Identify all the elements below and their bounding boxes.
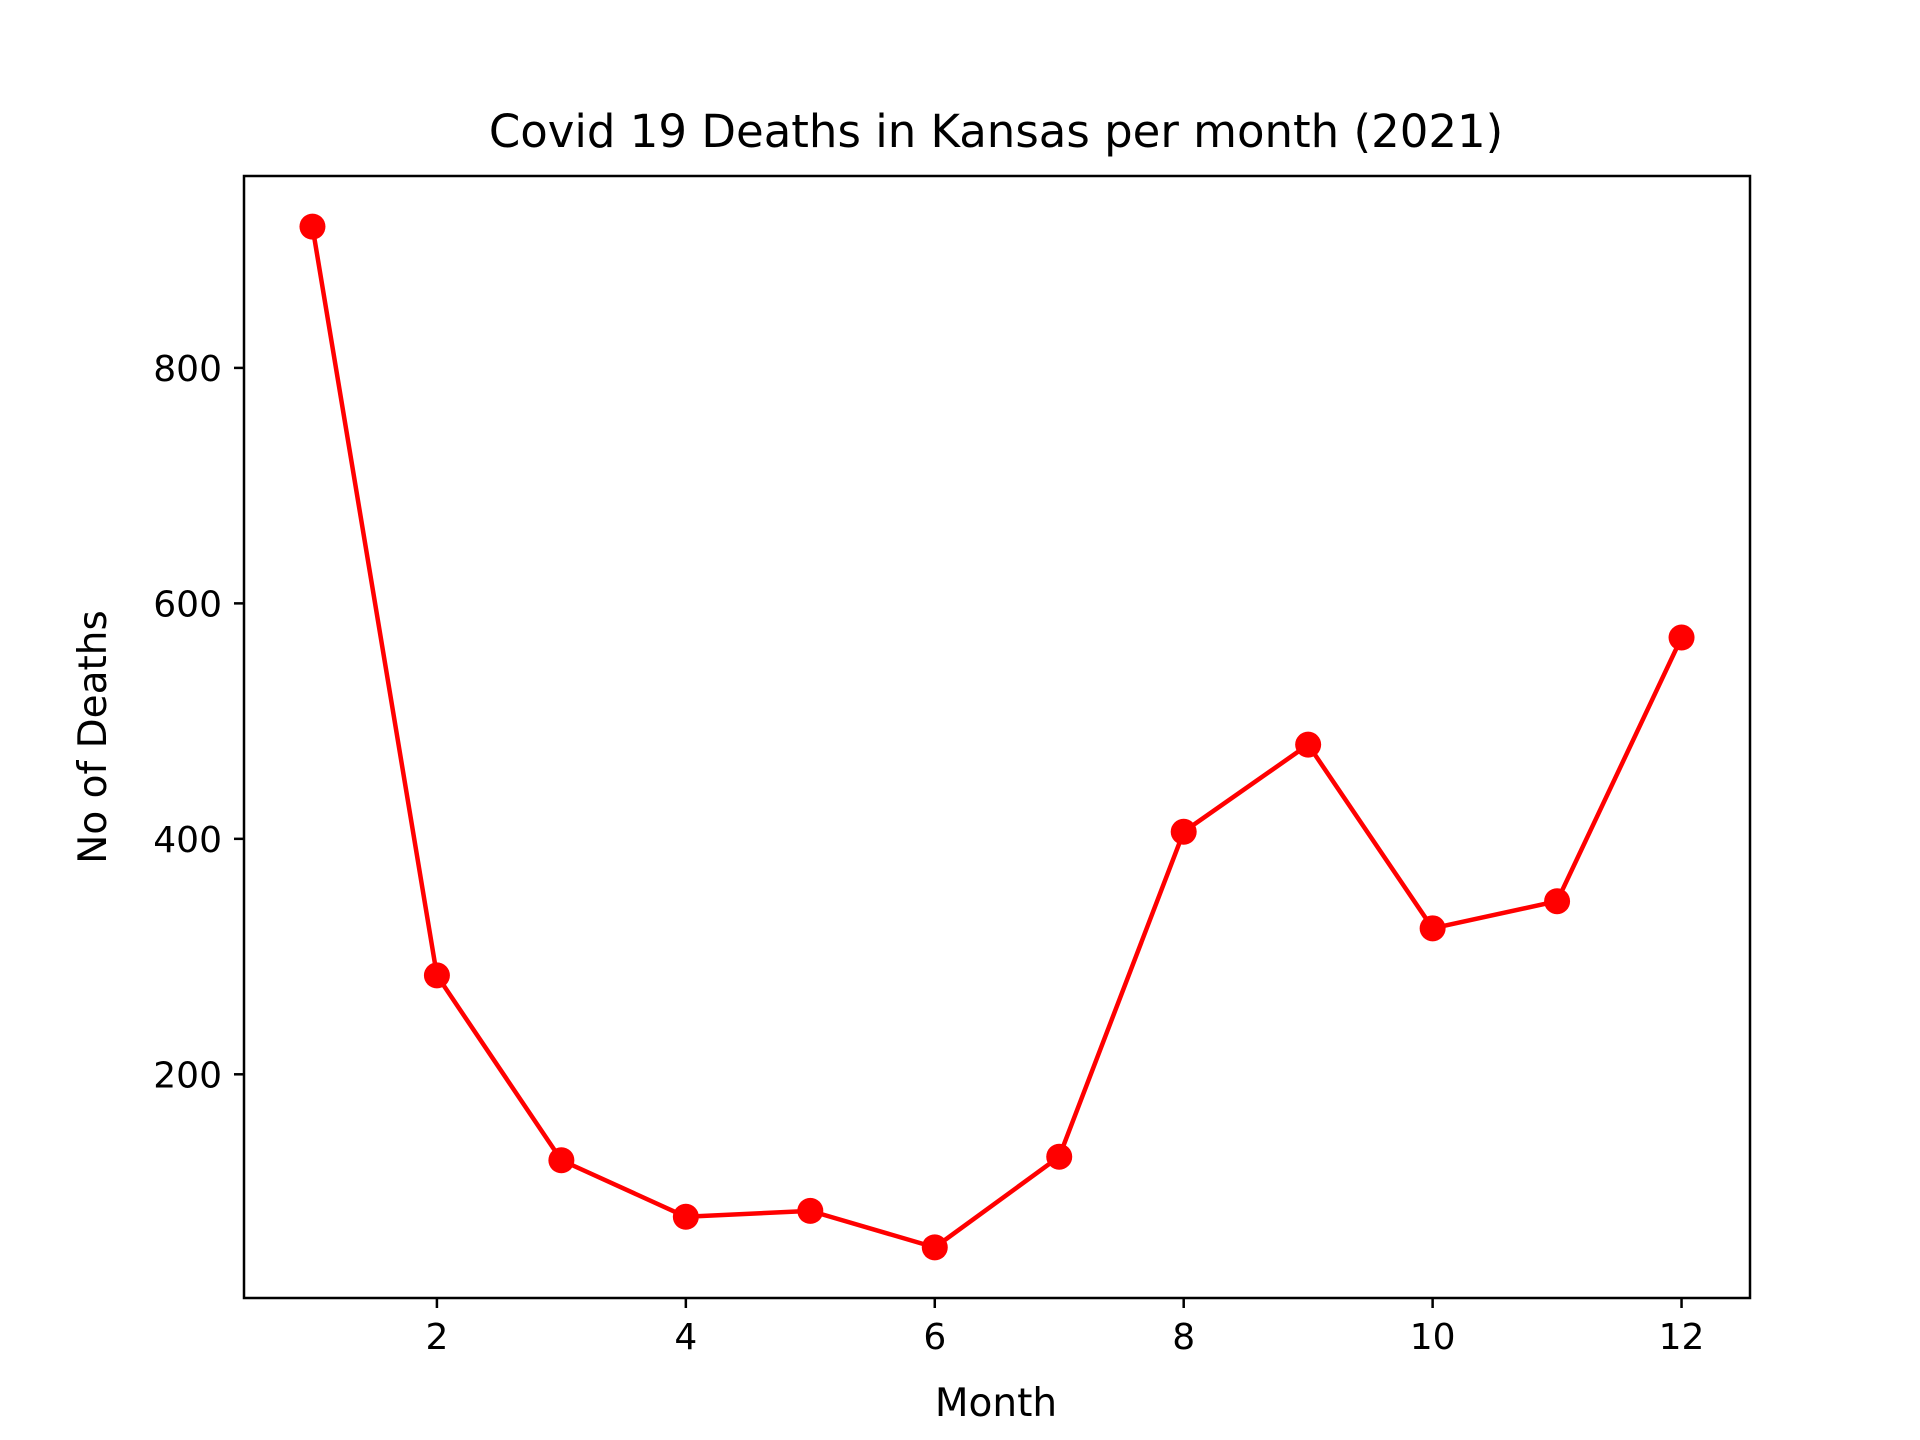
x-tick-label: 4 [674, 1317, 697, 1358]
data-point [423, 962, 450, 989]
x-tick-label: 2 [425, 1317, 448, 1358]
data-point [299, 213, 326, 240]
data-point [1170, 818, 1197, 845]
data-point [1668, 624, 1695, 651]
data-point [1046, 1143, 1073, 1170]
x-tick-label: 8 [1172, 1317, 1195, 1358]
x-tick-label: 6 [923, 1317, 946, 1358]
data-point [1544, 888, 1571, 915]
plot-area [242, 174, 1752, 1300]
x-axis-label: Month [935, 1381, 1057, 1426]
y-tick-label: 800 [153, 349, 222, 390]
data-point [548, 1147, 575, 1174]
data-point [921, 1234, 948, 1261]
data-point [797, 1197, 824, 1224]
chart-title: Covid 19 Deaths in Kansas per month (202… [489, 105, 1503, 158]
y-tick-label: 200 [153, 1055, 222, 1096]
y-tick-label: 400 [153, 820, 222, 861]
y-axis-ticks: 200 400 600 800 [153, 349, 244, 1096]
y-tick-label: 600 [153, 584, 222, 625]
x-tick-label: 10 [1410, 1317, 1456, 1358]
data-point [1295, 731, 1322, 758]
y-axis-label: No of Deaths [71, 610, 116, 864]
series-layer [299, 213, 1695, 1261]
series-line [310, 226, 1684, 1250]
data-point [1419, 915, 1446, 942]
x-axis-ticks: 2 4 6 8 10 12 [425, 1298, 1704, 1358]
x-tick-label: 12 [1659, 1317, 1705, 1358]
data-point [672, 1203, 699, 1230]
